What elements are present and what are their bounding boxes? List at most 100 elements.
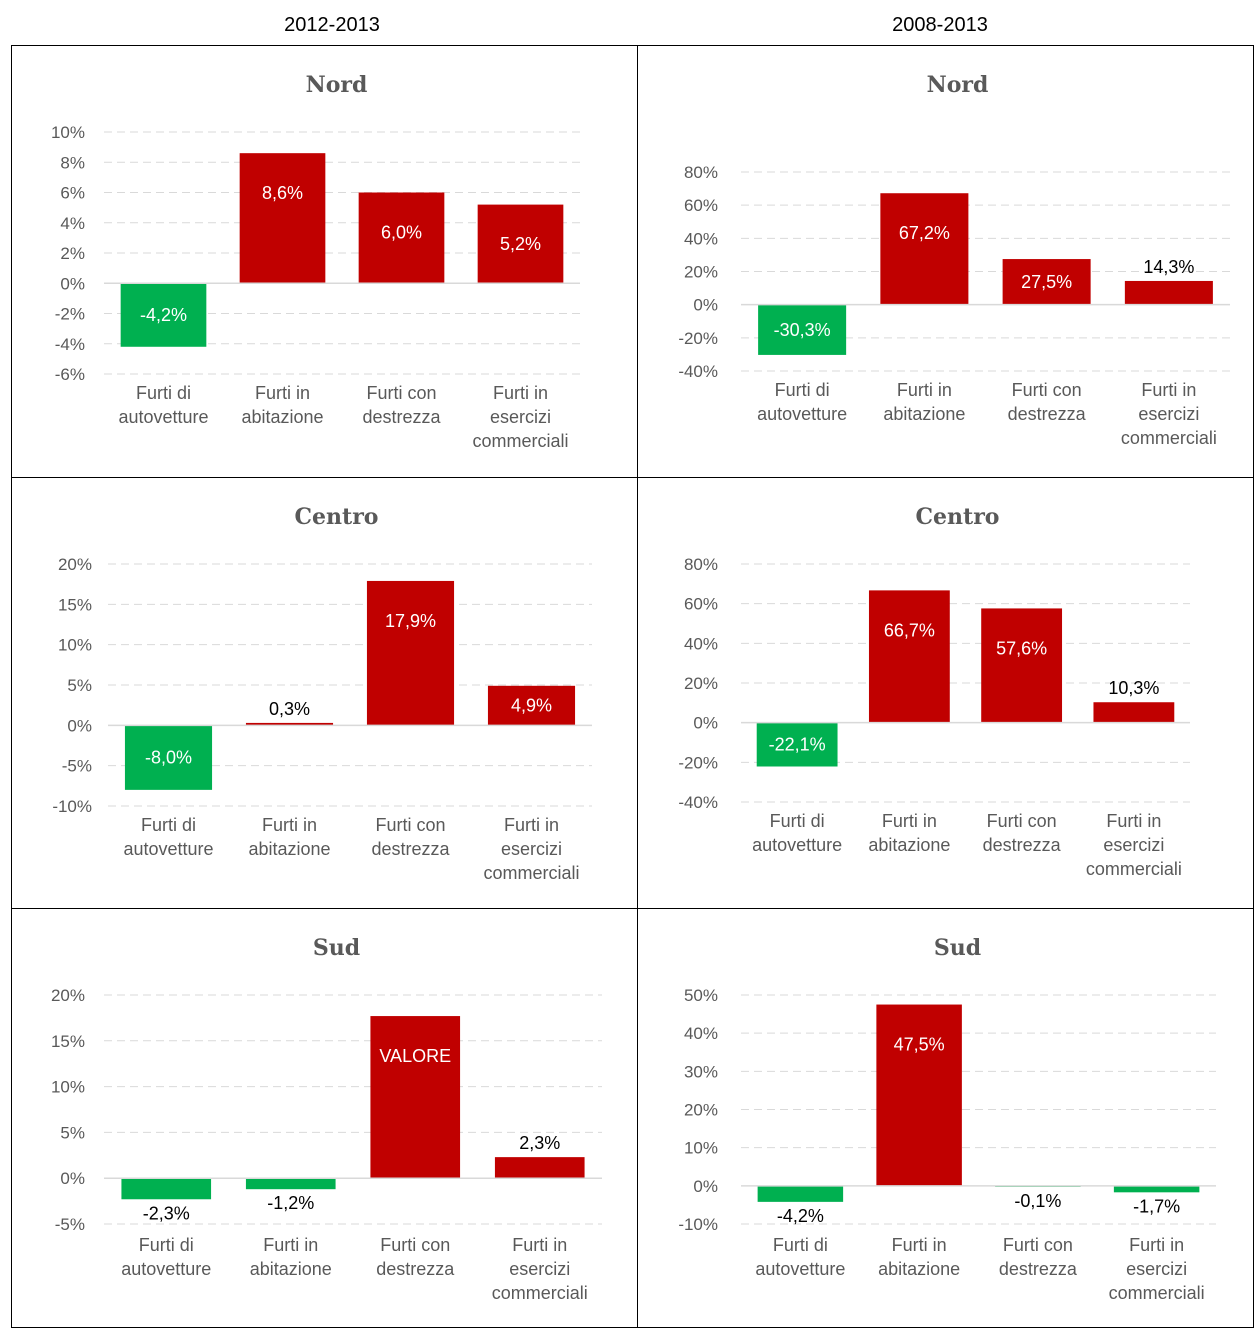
y-tick-label: -6% xyxy=(55,365,85,384)
chart-title: Centro xyxy=(295,504,379,530)
bar xyxy=(239,153,326,284)
bar xyxy=(245,1178,336,1190)
data-label: 2,3% xyxy=(519,1133,560,1153)
y-tick-label: -40% xyxy=(678,793,718,812)
y-tick-label: -4% xyxy=(55,335,85,354)
category-label-line: Furti con xyxy=(380,1235,450,1255)
bar xyxy=(245,722,334,726)
category-label-line: autovetture xyxy=(752,835,842,855)
category-label: Furti con destrezza xyxy=(1008,380,1087,424)
period-header-left: 2012-2013 xyxy=(284,14,380,36)
category-label-line: Furti di xyxy=(770,811,825,831)
chart-sud-2012-2013: Sud 20% 15% 10% 5% 0% -5% -2,3% Furti di autovett… xyxy=(11,908,638,1328)
y-tick-label: -10% xyxy=(678,1215,718,1234)
bar xyxy=(981,608,1063,723)
bar xyxy=(1124,280,1213,305)
y-tick-label: -20% xyxy=(678,329,718,348)
category-label: Furti in esercizi commerciali xyxy=(1086,811,1182,879)
category-label: Furti di autovetture xyxy=(755,1235,845,1279)
bar xyxy=(121,1178,212,1200)
category-label: Furti con destrezza xyxy=(376,1235,455,1279)
data-label: 14,3% xyxy=(1143,257,1194,277)
category-label-line: Furti con xyxy=(375,815,445,835)
y-tick-label: -5% xyxy=(55,1215,85,1234)
bar xyxy=(757,1185,844,1202)
bar xyxy=(358,192,445,284)
category-label-line: destrezza xyxy=(362,407,441,427)
bar xyxy=(494,1157,585,1179)
bar xyxy=(120,283,207,347)
category-label-line: Furti di xyxy=(773,1235,828,1255)
category-label-line: Furti con xyxy=(1012,380,1082,400)
category-label: Furti in esercizi commerciali xyxy=(1109,1235,1205,1303)
category-label-line: esercizi xyxy=(1126,1259,1187,1279)
category-label-line: commerciali xyxy=(1121,428,1217,448)
category-label-line: esercizi xyxy=(509,1259,570,1279)
bar xyxy=(868,590,950,723)
data-label: -2,3% xyxy=(143,1203,190,1223)
data-label: 27,5% xyxy=(1021,272,1072,292)
category-label-line: abitazione xyxy=(878,1259,960,1279)
category-label-line: Furti di xyxy=(139,1235,194,1255)
y-tick-label: -2% xyxy=(55,305,85,324)
chart-nord-2012-2013: Nord 10% 8% 6% 4% 2% 0% -2% -4% -6% -4,2% Furti di a… xyxy=(11,45,638,478)
data-label: 8,6% xyxy=(262,183,303,203)
data-label: -4,2% xyxy=(777,1206,824,1226)
category-label: Furti di autovetture xyxy=(121,1235,211,1279)
y-tick-label: 20% xyxy=(684,674,718,693)
bar xyxy=(880,193,969,305)
data-label: 6,0% xyxy=(381,223,422,243)
category-label-line: destrezza xyxy=(983,835,1062,855)
category-label-line: Furti in xyxy=(1141,380,1196,400)
category-label-line: Furti in xyxy=(262,815,317,835)
data-label: 67,2% xyxy=(899,223,950,243)
category-label: Furti con destrezza xyxy=(371,815,450,859)
category-label-line: Furti in xyxy=(892,1235,947,1255)
category-label: Furti in abitazione xyxy=(883,380,965,424)
category-label-line: commerciali xyxy=(492,1283,588,1303)
chart-title: Nord xyxy=(927,72,989,98)
y-tick-label: 5% xyxy=(60,1123,85,1142)
category-label-line: Furti in xyxy=(493,383,548,403)
category-label-line: destrezza xyxy=(999,1259,1078,1279)
bar xyxy=(1093,702,1175,723)
chart-title: Centro xyxy=(916,504,1000,530)
category-label: Furti in esercizi commerciali xyxy=(1121,380,1217,448)
y-tick-label: 0% xyxy=(693,714,718,733)
y-tick-label: 40% xyxy=(684,634,718,653)
category-label: Furti in abitazione xyxy=(241,383,323,427)
chart-sud-2008-2013: Sud 50% 40% 30% 20% 10% 0% -10% -4,2% Furti di aut… xyxy=(637,908,1254,1328)
y-tick-label: 60% xyxy=(684,196,718,215)
data-label: -8,0% xyxy=(145,748,192,768)
y-tick-label: 20% xyxy=(684,263,718,282)
category-label: Furti di autovetture xyxy=(123,815,213,859)
y-tick-label: 0% xyxy=(693,296,718,315)
category-label-line: autovetture xyxy=(118,407,208,427)
y-tick-label: 20% xyxy=(684,1101,718,1120)
y-tick-label: 2% xyxy=(60,244,85,263)
bar xyxy=(366,580,455,726)
chart-centro-2008-2013: Centro 80% 60% 40% 20% 0% -20% -40% -22,1% Furti … xyxy=(637,477,1254,909)
category-label-line: Furti in xyxy=(882,811,937,831)
category-label: Furti in esercizi commerciali xyxy=(492,1235,588,1303)
category-label-line: abitazione xyxy=(868,835,950,855)
category-label-line: abitazione xyxy=(883,404,965,424)
category-label-line: Furti con xyxy=(1003,1235,1073,1255)
y-tick-label: 8% xyxy=(60,153,85,172)
category-label-line: Furti di xyxy=(141,815,196,835)
category-label-line: Furti di xyxy=(136,383,191,403)
category-label: Furti in esercizi commerciali xyxy=(472,383,568,451)
category-label: Furti di autovetture xyxy=(757,380,847,424)
y-tick-label: 6% xyxy=(60,184,85,203)
y-tick-label: -10% xyxy=(52,797,92,816)
period-header-right: 2008-2013 xyxy=(892,14,988,36)
category-label: Furti in abitazione xyxy=(868,811,950,855)
category-label-line: Furti in xyxy=(504,815,559,835)
category-label-line: Furti in xyxy=(263,1235,318,1255)
bar xyxy=(487,685,576,726)
data-label: 0,3% xyxy=(269,699,310,719)
data-label: 47,5% xyxy=(894,1035,945,1055)
category-label: Furti di autovetture xyxy=(118,383,208,427)
y-tick-label: 60% xyxy=(684,595,718,614)
data-label: 17,9% xyxy=(385,611,436,631)
